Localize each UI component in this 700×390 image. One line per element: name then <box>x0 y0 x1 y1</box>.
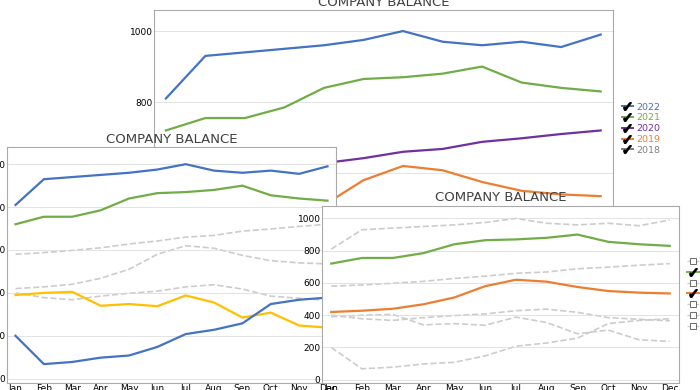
Title: COMPANY BALANCE: COMPANY BALANCE <box>106 133 237 146</box>
Title: COMPANY BALANCE: COMPANY BALANCE <box>435 191 566 204</box>
Legend: 2022, 2021, 2020, 2019, 2018: 2022, 2021, 2020, 2019, 2018 <box>622 103 660 154</box>
Legend: 2022, 2021, 2020, 2019, 2018, 2017, 2016: 2022, 2021, 2020, 2019, 2018, 2017, 2016 <box>687 258 700 331</box>
Legend: 2022, 2021, 2020, 2019, 2018, 2017, 2016: 2022, 2021, 2020, 2019, 2018, 2017, 2016 <box>344 229 382 301</box>
Title: COMPANY BALANCE: COMPANY BALANCE <box>318 0 449 9</box>
